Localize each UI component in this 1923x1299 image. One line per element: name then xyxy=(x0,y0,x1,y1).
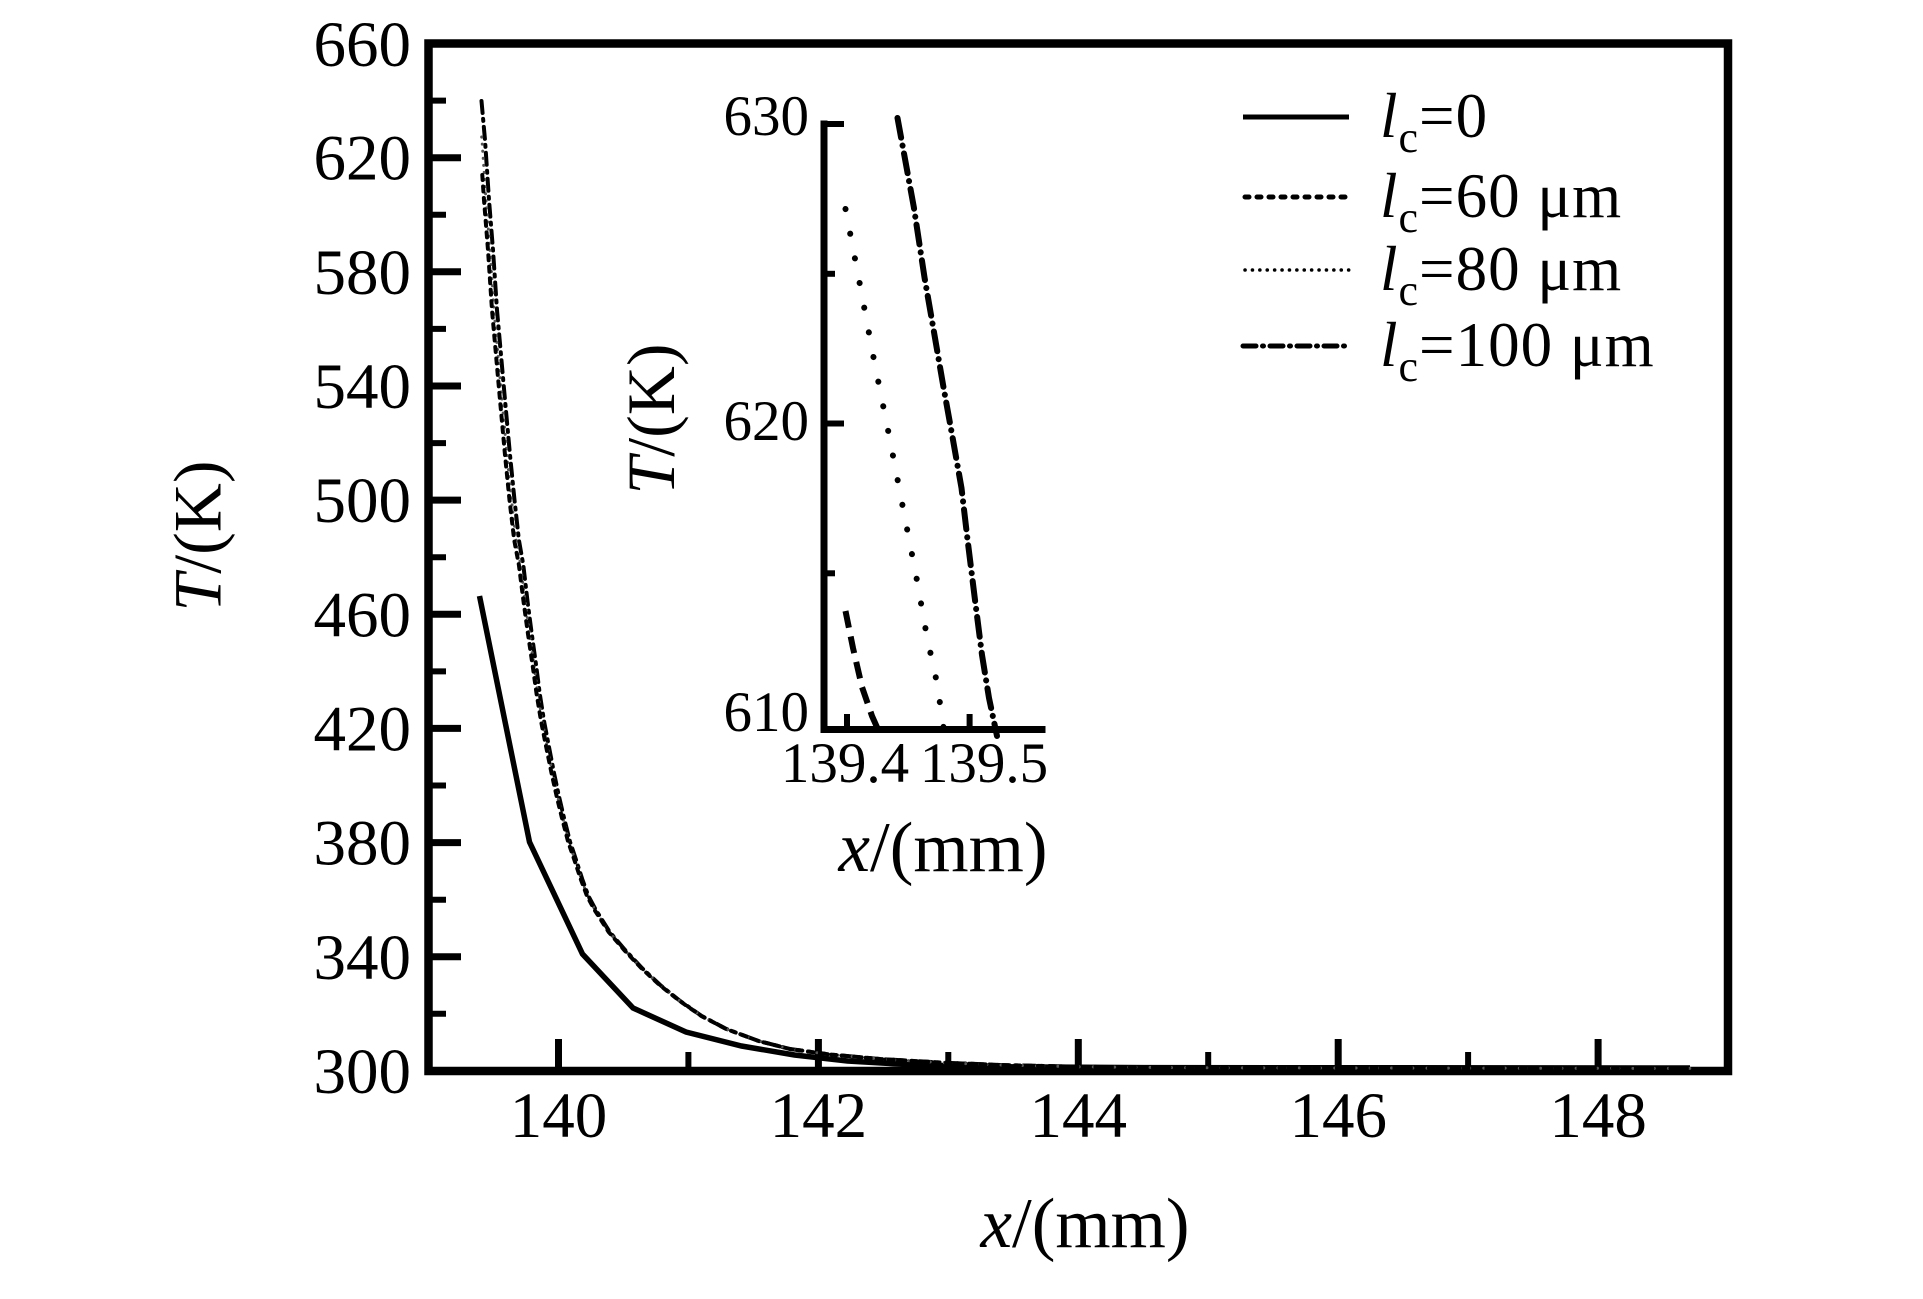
svg-text:lc=80 μm: lc=80 μm xyxy=(1380,234,1622,315)
svg-text:T/(K): T/(K) xyxy=(160,460,236,611)
svg-text:460: 460 xyxy=(314,579,412,651)
svg-text:540: 540 xyxy=(314,351,412,423)
svg-text:lc=100 μm: lc=100 μm xyxy=(1380,310,1655,391)
svg-text:340: 340 xyxy=(314,922,412,994)
svg-text:630: 630 xyxy=(724,85,810,148)
svg-text:500: 500 xyxy=(314,465,412,537)
svg-text:142: 142 xyxy=(770,1080,868,1152)
svg-text:140: 140 xyxy=(510,1080,608,1152)
svg-text:139.5: 139.5 xyxy=(920,732,1048,795)
svg-text:x/(mm): x/(mm) xyxy=(838,809,1048,887)
svg-text:lc=0: lc=0 xyxy=(1380,81,1488,162)
svg-text:139.4: 139.4 xyxy=(781,732,909,795)
svg-text:144: 144 xyxy=(1030,1080,1128,1152)
svg-text:610: 610 xyxy=(724,681,810,744)
svg-text:146: 146 xyxy=(1289,1080,1387,1152)
svg-text:T/(K): T/(K) xyxy=(613,343,689,494)
svg-text:148: 148 xyxy=(1549,1080,1647,1152)
svg-text:x/(mm): x/(mm) xyxy=(980,1185,1190,1263)
svg-text:660: 660 xyxy=(314,9,412,81)
svg-text:620: 620 xyxy=(724,390,810,453)
svg-text:420: 420 xyxy=(314,693,412,765)
svg-text:620: 620 xyxy=(314,123,412,195)
svg-text:580: 580 xyxy=(314,237,412,309)
svg-text:lc=60 μm: lc=60 μm xyxy=(1380,161,1622,242)
svg-text:380: 380 xyxy=(314,808,412,880)
svg-text:300: 300 xyxy=(314,1036,412,1108)
